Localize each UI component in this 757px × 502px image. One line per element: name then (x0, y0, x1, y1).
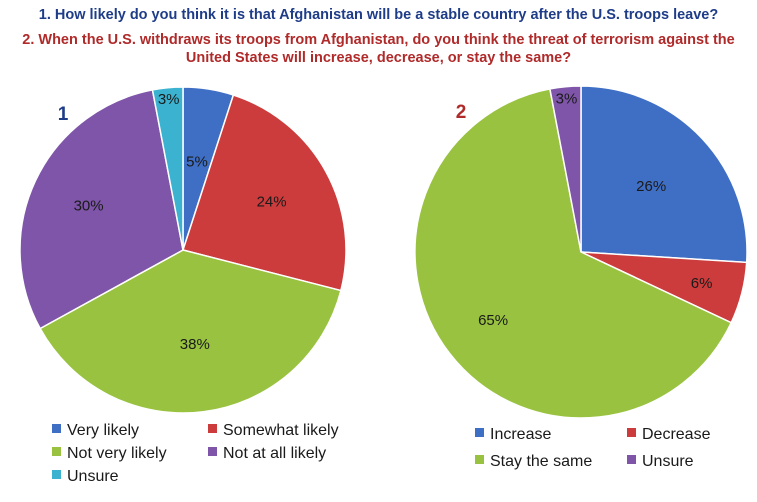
chart-1-legend-swatch-not-very-likely (52, 447, 61, 456)
chart-1-slice-not-very-likely (39, 249, 342, 414)
chart-2-legend-swatch-stay-the-same (475, 455, 484, 464)
chart-1-legend-swatch-not-at-all-likely (208, 447, 217, 456)
chart-2-legend-swatch-increase (475, 428, 484, 437)
chart-1-legend-label-not-very-likely: Not very likely (67, 445, 167, 462)
chart-2-legend-swatch-decrease (627, 428, 636, 437)
chart-2-slice-increase (580, 85, 748, 264)
chart-1-data-label-unsure: 3% (158, 91, 180, 108)
chart-1-data-label-very-likely: 5% (186, 154, 208, 171)
chart-1-legend-label-very-likely: Very likely (67, 422, 139, 439)
chart-1-legend-swatch-somewhat-likely (208, 424, 217, 433)
chart-1-slice-somewhat-likely (182, 94, 347, 292)
question-2-title-line-2: United States will increase, decrease, o… (185, 50, 572, 66)
chart-1-legend-swatch-very-likely (52, 424, 61, 433)
chart-1-legend-label-unsure: Unsure (67, 468, 119, 485)
chart-2-legend-label-unsure: Unsure (642, 453, 694, 470)
chart-1-legend-swatch-unsure (52, 470, 61, 479)
chart-2-legend-label-increase: Increase (490, 426, 551, 443)
chart-2-data-label-decrease: 6% (691, 275, 713, 292)
chart-1-data-label-somewhat-likely: 24% (257, 193, 287, 210)
chart-1-slice-unsure (151, 86, 184, 251)
chart-2-data-label-unsure: 3% (556, 90, 578, 107)
chart-2-legend-label-decrease: Decrease (642, 426, 711, 443)
chart-2-data-label-increase: 26% (636, 178, 666, 195)
chart-2-slice-stay-the-same (414, 88, 733, 419)
question-1-title: 1. How likely do you think it is that Af… (38, 7, 719, 23)
chart-2-number: 2 (456, 102, 467, 123)
chart-1-legend-label-somewhat-likely: Somewhat likely (223, 422, 339, 439)
chart-1-data-label-not-very-likely: 38% (180, 336, 210, 353)
chart-1-legend-label-not-at-all-likely: Not at all likely (223, 445, 326, 462)
chart-2-legend-swatch-unsure (627, 455, 636, 464)
chart-2-legend-label-stay-the-same: Stay the same (490, 453, 592, 470)
question-2-title-line-1: 2. When the U.S. withdraws its troops fr… (22, 32, 735, 48)
chart-2-data-label-stay-the-same: 65% (478, 312, 508, 329)
chart-2-slice-unsure (549, 85, 582, 253)
chart-1-slice-not-at-all-likely (19, 89, 184, 330)
chart-1-number: 1 (58, 104, 69, 125)
chart-1-data-label-not-at-all-likely: 30% (74, 198, 104, 215)
